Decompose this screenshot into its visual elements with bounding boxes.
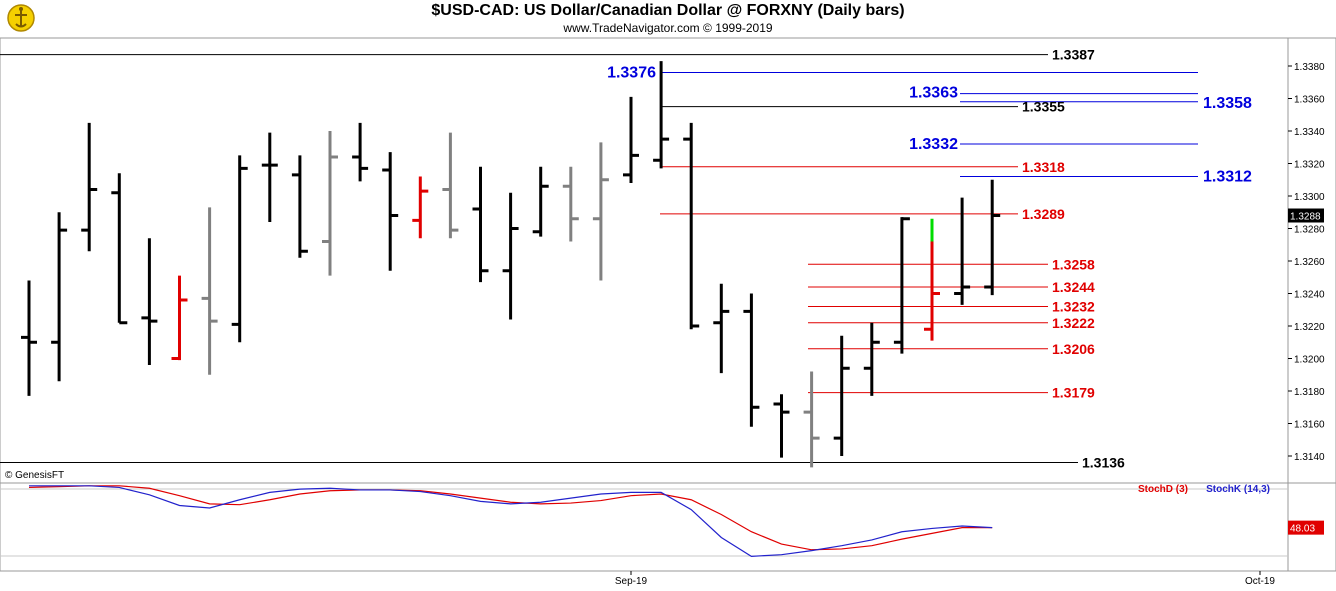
stoch-d-line (28, 485, 993, 551)
ohlc-bar (412, 176, 429, 239)
y-tick-label: 1.3220 (1294, 322, 1325, 333)
ohlc-bar (803, 371, 820, 468)
level-label: 1.3355 (1022, 99, 1065, 115)
ohlc-bar (743, 293, 760, 427)
ohlc-bar (352, 122, 369, 182)
y-tick-label: 1.3200 (1294, 355, 1325, 366)
ohlc-bar (472, 166, 489, 283)
ohlc-bar (81, 122, 98, 252)
last-price-tag (1288, 208, 1324, 223)
ohlc-bar (502, 192, 519, 320)
ohlc-bar (442, 132, 459, 239)
level-label: 1.3222 (1052, 315, 1095, 331)
level-label: 1.3363 (909, 85, 958, 102)
ohlc-bar (141, 238, 158, 365)
level-label: 1.3232 (1052, 299, 1095, 315)
ohlc-bar (21, 280, 37, 396)
ohlc-bars (21, 61, 1001, 468)
ohlc-bar (773, 394, 790, 458)
level-label: 1.3258 (1052, 256, 1095, 272)
stoch-k-line (29, 485, 993, 557)
ohlc-bar (863, 322, 880, 396)
ohlc-bar (893, 217, 910, 354)
ohlc-bar (51, 212, 68, 382)
level-label: 1.3358 (1203, 95, 1252, 112)
y-tick-label: 1.3260 (1294, 257, 1325, 268)
stoch-value-label: 48.03 (1290, 524, 1315, 535)
ohlc-bar (833, 335, 850, 456)
ohlc-bar (954, 197, 971, 305)
level-label: 1.3387 (1052, 47, 1095, 63)
date-x-axis: Sep-19 Oct-19 (615, 571, 1275, 587)
y-tick-label: 1.3240 (1294, 290, 1325, 301)
level-label: 1.3318 (1022, 159, 1065, 175)
y-tick-label: 1.3360 (1294, 95, 1325, 106)
stoch-legend-label: StochD (3) (1138, 484, 1188, 495)
ohlc-bar (713, 283, 730, 374)
trade-navigator-logo-icon (7, 4, 35, 32)
stochastic-panel: StochD (3) StochK (14,3) 48.03 (28, 484, 1324, 557)
ohlc-bar (111, 173, 128, 325)
stoch-value-tag (1288, 520, 1324, 535)
chart-title: $USD-CAD: US Dollar/Canadian Dollar @ FO… (431, 2, 905, 19)
y-tick-label: 1.3340 (1294, 127, 1325, 138)
stoch-legend-label: StochK (14,3) (1206, 484, 1270, 495)
level-label: 1.3206 (1052, 341, 1095, 357)
price-y-axis: 1.3140 1.3160 1.3180 1.3200 1.3220 1.3240 1.32… (1288, 62, 1325, 463)
copyright-text: www.TradeNavigator.com © 1999-2019 (563, 21, 773, 35)
ohlc-bar (924, 218, 940, 341)
level-label: 1.3244 (1052, 279, 1095, 295)
chart-header: $USD-CAD: US Dollar/Canadian Dollar @ FO… (0, 0, 1336, 38)
level-label: 1.3376 (607, 65, 656, 82)
ohlc-bar (261, 132, 278, 222)
level-label: 1.3312 (1203, 169, 1252, 186)
y-tick-label: 1.3180 (1294, 387, 1325, 398)
ohlc-bar (171, 275, 188, 361)
ohlc-bar (291, 155, 308, 258)
ohlc-bar (592, 142, 609, 281)
price-panel-frame (0, 37, 1289, 484)
stoch-panel-frame (0, 482, 1289, 572)
last-price-label: 1.3288 (1290, 212, 1321, 223)
genesis-credit: © GenesisFT (5, 470, 64, 481)
ohlc-bar (231, 155, 248, 343)
y-tick-label: 1.3320 (1294, 160, 1325, 171)
ohlc-bar (984, 179, 1001, 296)
y-tick-label: 1.3140 (1294, 452, 1325, 463)
ohlc-bar (623, 96, 639, 183)
y-tick-label: 1.3280 (1294, 225, 1325, 236)
x-tick-label: Sep-19 (615, 576, 648, 587)
y-tick-label: 1.3160 (1294, 420, 1325, 431)
ohlc-bar (382, 152, 399, 271)
price-levels: 1.3387 1.3376 1.3363 1.3358 1.3355 1.3332 1.33… (0, 47, 1252, 471)
ohlc-bar (653, 61, 670, 169)
ohlc-bar (322, 131, 338, 276)
x-tick-label: Oct-19 (1245, 576, 1275, 587)
y-tick-label: 1.3300 (1294, 192, 1325, 203)
ohlc-bar (683, 122, 700, 330)
level-label: 1.3179 (1052, 385, 1095, 401)
level-label: 1.3289 (1022, 206, 1065, 222)
y-tick-label: 1.3380 (1294, 62, 1325, 73)
ohlc-bar (532, 166, 549, 237)
ohlc-bar (562, 166, 579, 242)
ohlc-bar (201, 207, 218, 375)
level-label: 1.3332 (909, 136, 958, 153)
level-label: 1.3136 (1082, 455, 1125, 471)
